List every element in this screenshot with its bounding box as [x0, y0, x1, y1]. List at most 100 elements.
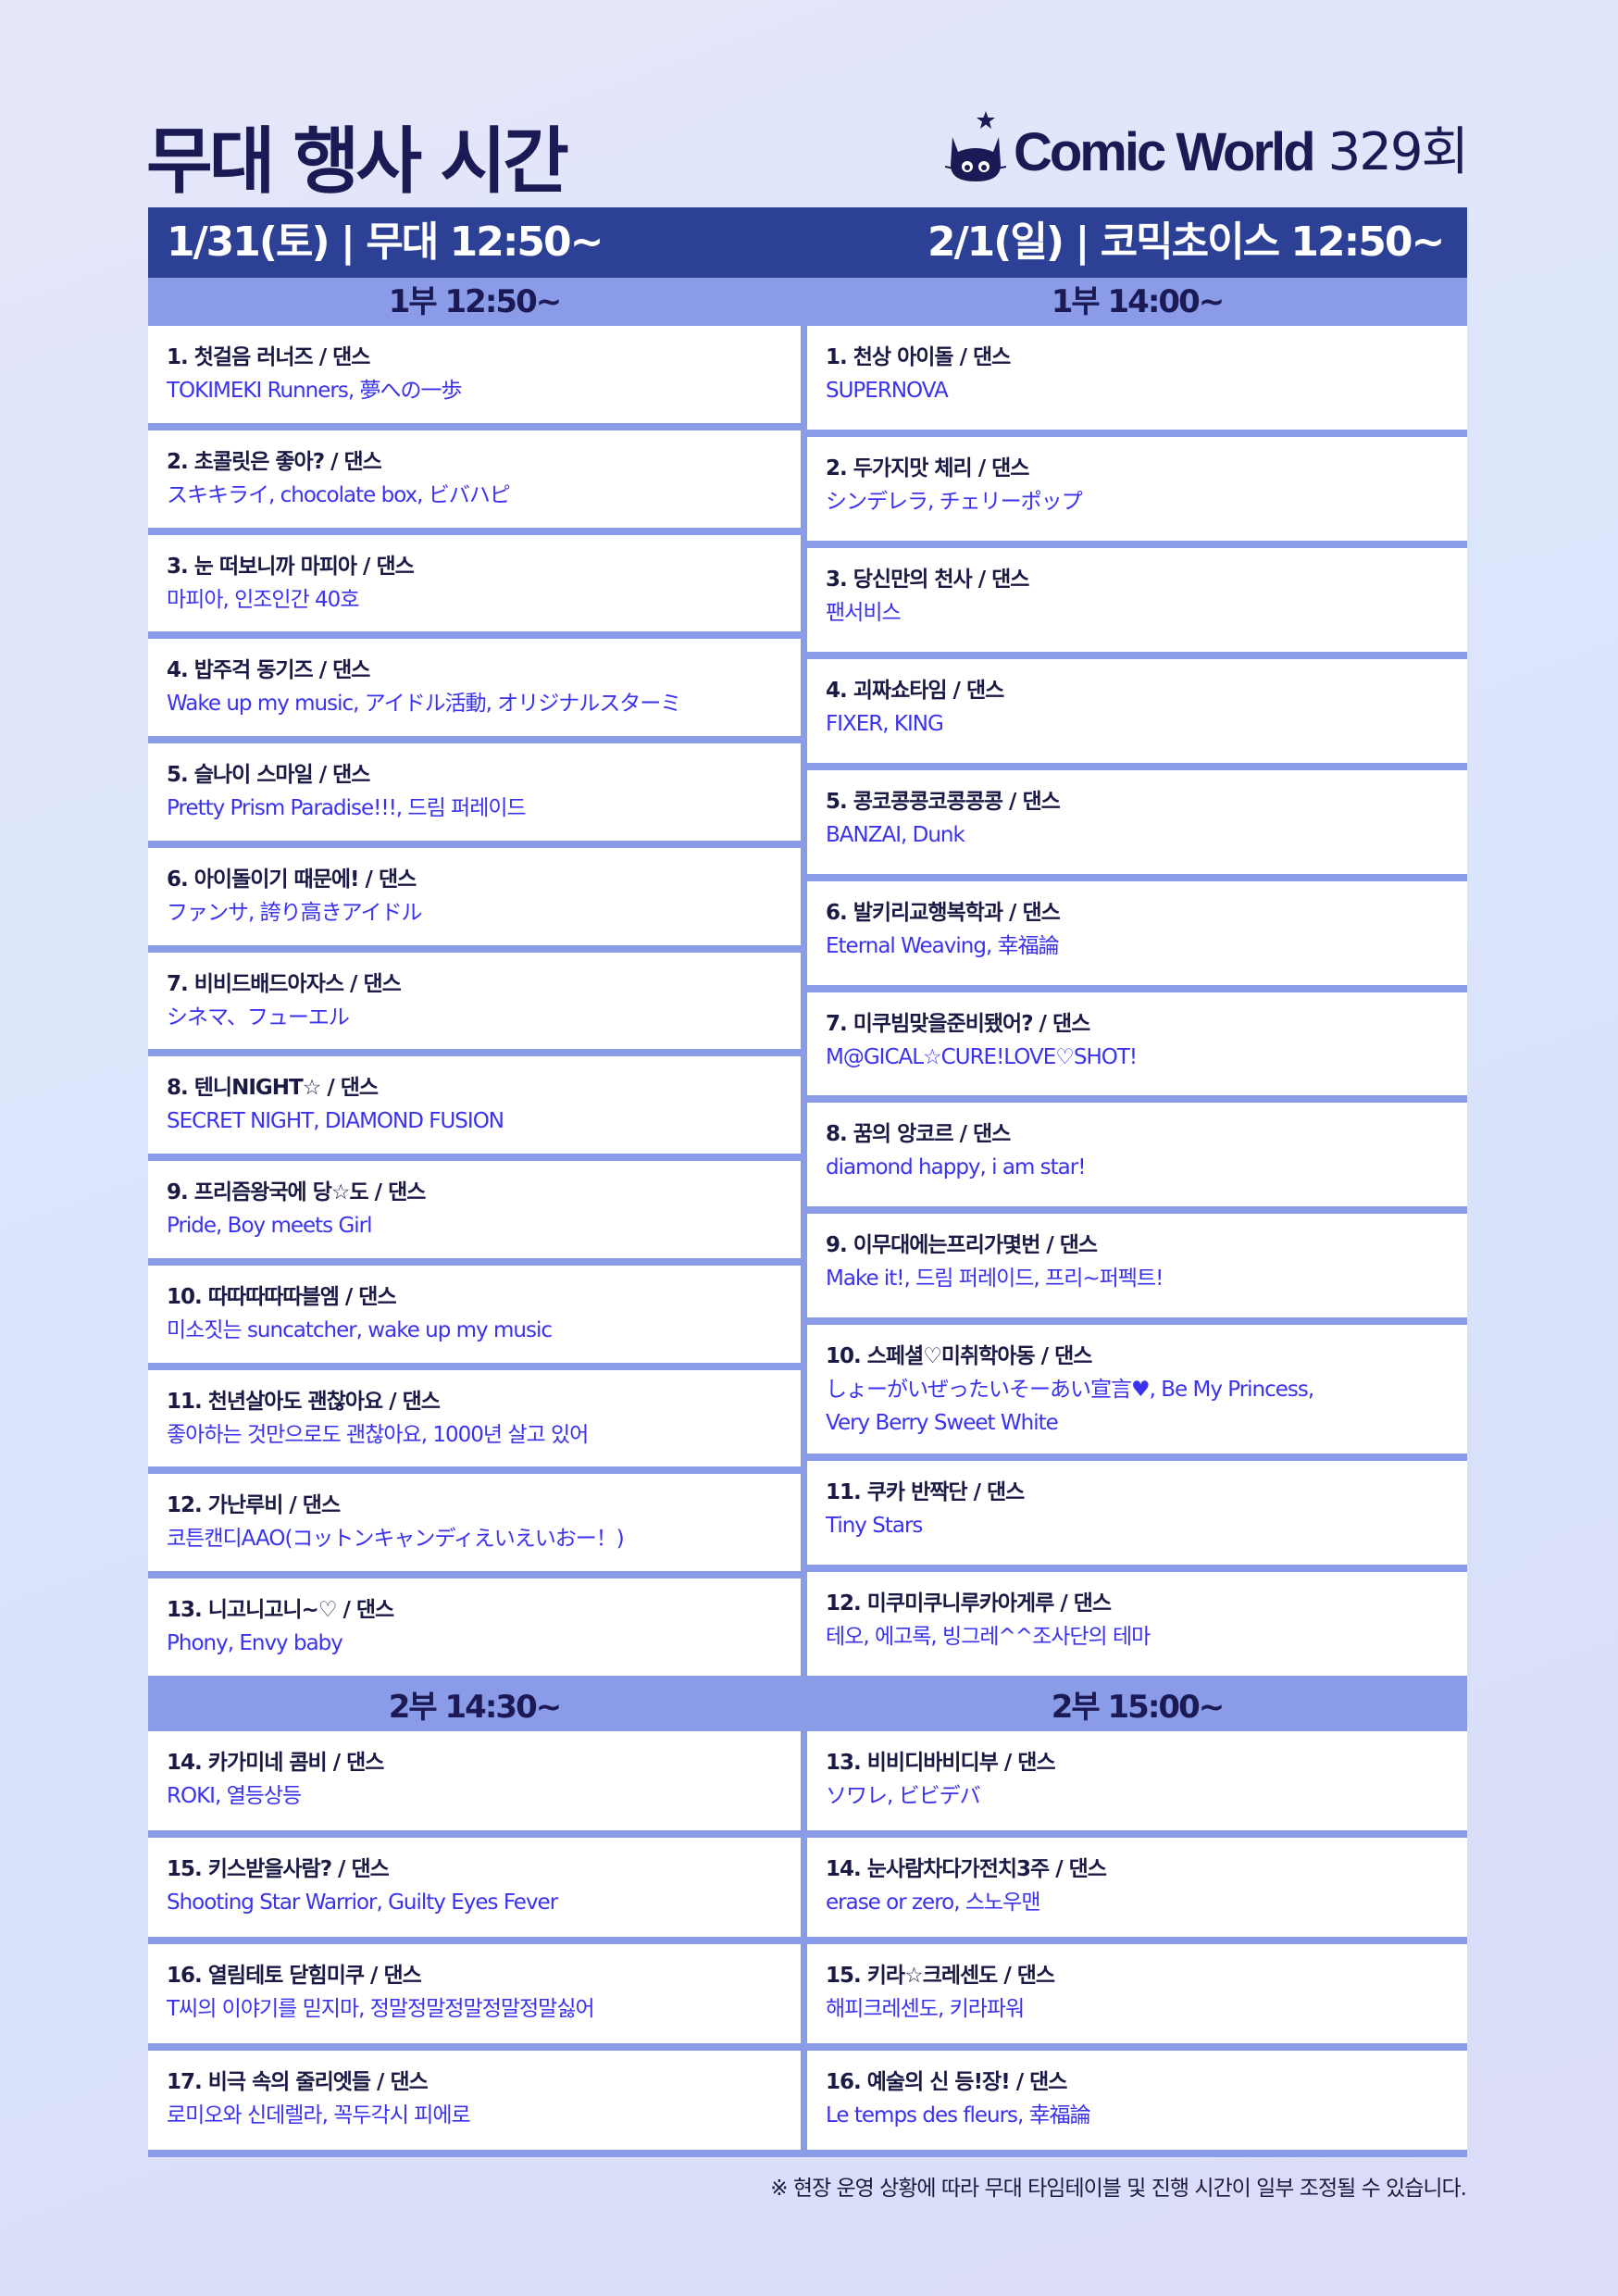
performance-row: 11. 쿠카 반짝단 / 댄스 Tiny Stars — [807, 1461, 1467, 1565]
performance-row: 9. 프리즘왕국에 당☆도 / 댄스 Pride, Boy meets Girl — [148, 1161, 801, 1258]
performance-row: 13. 비비디바비디부 / 댄스 ソワレ, ビビデバ — [807, 1731, 1467, 1830]
performance-title: 4. 밥주걱 동기즈 / 댄스 — [167, 658, 370, 683]
performance-songs: Phony, Envy baby — [167, 1631, 343, 1656]
performance-title: 7. 비비드배드아자스 / 댄스 — [167, 971, 402, 996]
performance-title: 3. 당신만의 천사 / 댄스 — [826, 567, 1029, 592]
performance-title: 12. 미쿠미쿠니루카아게루 / 댄스 — [826, 1591, 1112, 1616]
performance-row: 1. 첫걸음 러너즈 / 댄스 TOKIMEKI Runners, 夢への一歩 — [148, 326, 801, 423]
cat-icon — [944, 111, 1006, 181]
performance-row: 16. 열림테토 닫힘미쿠 / 댄스 T씨의 이야기를 믿지마, 정말정말정말정말… — [148, 1944, 801, 2043]
performance-row: 9. 이무대에는프리가몇번 / 댄스 Make it!, 드림 퍼레이드, 프리~… — [807, 1214, 1467, 1318]
performance-songs: SECRET NIGHT, DIAMOND FUSION — [167, 1109, 504, 1134]
performance-row: 3. 눈 떠보니까 마피아 / 댄스 마피아, 인조인간 40호 — [148, 534, 801, 632]
performance-songs: 미소짓는 suncatcher, wake up my music — [167, 1317, 553, 1342]
performance-list: 1. 첫걸음 러너즈 / 댄스 TOKIMEKI Runners, 夢への一歩 2.… — [148, 326, 801, 1683]
performance-title: 14. 눈사람차다가전치3주 / 댄스 — [826, 1857, 1107, 1881]
performance-songs: diamond happy, i am star! — [826, 1155, 1086, 1180]
performance-title: 15. 키라☆크레센도 / 댄스 — [826, 1964, 1055, 1988]
performance-title: 9. 이무대에는프리가몇번 / 댄스 — [826, 1233, 1098, 1258]
performance-row: 5. 슬나이 스마일 / 댄스 Pretty Prism Paradise!!!,… — [148, 743, 801, 841]
performance-songs: 해피크레센도, 키라파워 — [826, 1997, 1025, 2021]
performance-songs: ROKI, 열등상등 — [167, 1784, 302, 1808]
performance-list: 13. 비비디바비디부 / 댄스 ソワレ, ビビデバ 14. 눈사람차다가전치3주 … — [807, 1731, 1467, 2157]
performance-songs: 코튼캔디AAO(コットンキャンディえいえいおー！) — [167, 1527, 625, 1552]
performance-title: 2. 두가지맛 체리 / 댄스 — [826, 455, 1029, 480]
part-header: 1부 12:50~ — [148, 278, 801, 326]
performance-songs: 로미오와 신데렐라, 꼭두각시 피에로 — [167, 2103, 471, 2128]
performance-songs: しょーがいぜったいそーあい宣言♥, Be My Princess, — [826, 1378, 1314, 1403]
performance-row: 11. 천년살아도 괜찮아요 / 댄스 좋아하는 것만으로도 괜찮아요, 1000… — [148, 1369, 801, 1467]
performance-title: 4. 괴짜쇼타임 / 댄스 — [826, 678, 1004, 703]
day1-column: 1부 12:50~ 1. 첫걸음 러너즈 / 댄스 TOKIMEKI Runners… — [148, 278, 801, 2157]
performance-row: 6. 발키리교행복학과 / 댄스 Eternal Weaving, 幸福論 — [807, 880, 1467, 985]
day2-header: 2/1(일) | 코믹초이스 12:50~ — [927, 218, 1445, 266]
performance-title: 17. 비극 속의 줄리엣들 / 댄스 — [167, 2070, 429, 2094]
performance-title: 6. 발키리교행복학과 / 댄스 — [826, 900, 1061, 925]
performance-title: 11. 천년살아도 괜찮아요 / 댄스 — [167, 1389, 441, 1414]
performance-row: 14. 카가미네 콤비 / 댄스 ROKI, 열등상등 — [148, 1731, 801, 1830]
performance-title: 9. 프리즘왕국에 당☆도 / 댄스 — [167, 1180, 426, 1205]
performance-title: 13. 비비디바비디부 / 댄스 — [826, 1751, 1056, 1775]
performance-songs: 테오, 에고록, 빙그레^^조사단의 테마 — [826, 1625, 1151, 1649]
performance-songs: Tiny Stars — [826, 1514, 923, 1539]
performance-row: 7. 비비드배드아자스 / 댄스 シネマ、フューエル — [148, 952, 801, 1050]
performance-row: 4. 괴짜쇼타임 / 댄스 FIXER, KING — [807, 658, 1467, 763]
performance-title: 10. 따따따따따블엠 / 댄스 — [167, 1284, 397, 1309]
performance-row: 6. 아이돌이기 때문에! / 댄스 ファンサ, 誇り高きアイドル — [148, 847, 801, 945]
performance-row: 16. 예술의 신 등!장! / 댄스 Le temps des fleurs, … — [807, 2051, 1467, 2150]
performance-songs: BANZAI, Dunk — [826, 822, 965, 847]
performance-songs: TOKIMEKI Runners, 夢への一歩 — [167, 379, 462, 403]
performance-row: 8. 꿈의 앙코르 / 댄스 diamond happy, i am star! — [807, 1103, 1467, 1207]
performance-title: 2. 초콜릿은 좋아? / 댄스 — [167, 449, 382, 474]
performance-songs: シンデレラ, チェリーポップ — [826, 489, 1083, 514]
performance-title: 14. 카가미네 콤비 / 댄스 — [167, 1751, 384, 1775]
performance-row: 14. 눈사람차다가전치3주 / 댄스 erase or zero, 스노우맨 — [807, 1838, 1467, 1937]
performance-list: 14. 카가미네 콤비 / 댄스 ROKI, 열등상등 15. 키스받을사람? / … — [148, 1731, 801, 2157]
day2-column: 1부 14:00~ 1. 천상 아이돌 / 댄스 SUPERNOVA 2. 두가지맛 … — [807, 278, 1467, 2157]
performance-row: 10. 스페셜♡미취학아동 / 댄스 しょーがいぜったいそーあい宣言♥, Be M… — [807, 1325, 1467, 1454]
performance-title: 8. 꿈의 앙코르 / 댄스 — [826, 1122, 1011, 1147]
comic-world-logo: Comic World 329회 — [944, 109, 1469, 183]
performance-title: 5. 슬나이 스마일 / 댄스 — [167, 763, 370, 788]
performance-songs: Very Berry Sweet White — [826, 1411, 1059, 1436]
performance-title: 8. 텐니NIGHT☆ / 댄스 — [167, 1076, 379, 1101]
performance-title: 10. 스페셜♡미취학아동 / 댄스 — [826, 1344, 1092, 1369]
performance-songs: Le temps des fleurs, 幸福論 — [826, 2103, 1091, 2128]
logo-brand: Comic World — [1013, 122, 1316, 182]
day-header-row: 1/31(토) | 무대 12:50~ 2/1(일) | 코믹초이스 12:50… — [148, 207, 1467, 278]
performance-songs: FIXER, KING — [826, 711, 944, 736]
performance-songs: スキキライ, chocolate box, ビバハピ — [167, 482, 511, 507]
performance-title: 12. 가난루비 / 댄스 — [167, 1493, 341, 1518]
performance-row: 7. 미쿠빔맞을준비됐어? / 댄스 M@GICAL☆CURE!LOVE♡SHOT… — [807, 992, 1467, 1096]
performance-title: 11. 쿠카 반짝단 / 댄스 — [826, 1480, 1025, 1505]
performance-songs: 팬서비스 — [826, 600, 902, 625]
performance-songs: SUPERNOVA — [826, 379, 949, 403]
logo-issue: 329회 — [1327, 122, 1469, 182]
performance-row: 13. 니고니고니~♡ / 댄스 Phony, Envy baby — [148, 1578, 801, 1676]
performance-row: 1. 천상 아이돌 / 댄스 SUPERNOVA — [807, 326, 1467, 430]
performance-songs: Wake up my music, アイドル活動, オリジナルスターミ — [167, 692, 681, 717]
schedule-table: 1/31(토) | 무대 12:50~ 2/1(일) | 코믹초이스 12:50… — [148, 207, 1467, 2157]
schedule-note: ※ 현장 운영 상황에 따라 무대 타임테이블 및 진행 시간이 일부 조정될 … — [770, 2177, 1467, 2201]
performance-songs: Eternal Weaving, 幸福論 — [826, 933, 1060, 958]
performance-row: 5. 콩코콩콩코콩콩콩 / 댄스 BANZAI, Dunk — [807, 769, 1467, 874]
part-header: 2부 14:30~ — [148, 1683, 801, 1731]
performance-songs: 마피아, 인조인간 40호 — [167, 587, 359, 612]
performance-songs: ファンサ, 誇り高きアイドル — [167, 900, 422, 925]
performance-songs: シネマ、フューエル — [167, 1004, 350, 1029]
performance-list: 1. 천상 아이돌 / 댄스 SUPERNOVA 2. 두가지맛 체리 / 댄스 シン… — [807, 326, 1467, 1683]
performance-row: 8. 텐니NIGHT☆ / 댄스 SECRET NIGHT, DIAMOND FU… — [148, 1056, 801, 1154]
performance-title: 16. 예술의 신 등!장! / 댄스 — [826, 2070, 1067, 2094]
day1-header: 1/31(토) | 무대 12:50~ — [167, 218, 604, 266]
performance-title: 1. 첫걸음 러너즈 / 댄스 — [167, 345, 370, 369]
part-header: 1부 14:00~ — [807, 278, 1467, 326]
performance-songs: Pretty Prism Paradise!!!, 드림 퍼레이드 — [167, 796, 527, 821]
page-title: 무대 행사 시간 — [146, 120, 569, 204]
performance-songs: Pride, Boy meets Girl — [167, 1214, 373, 1239]
performance-title: 15. 키스받을사람? / 댄스 — [167, 1857, 390, 1881]
